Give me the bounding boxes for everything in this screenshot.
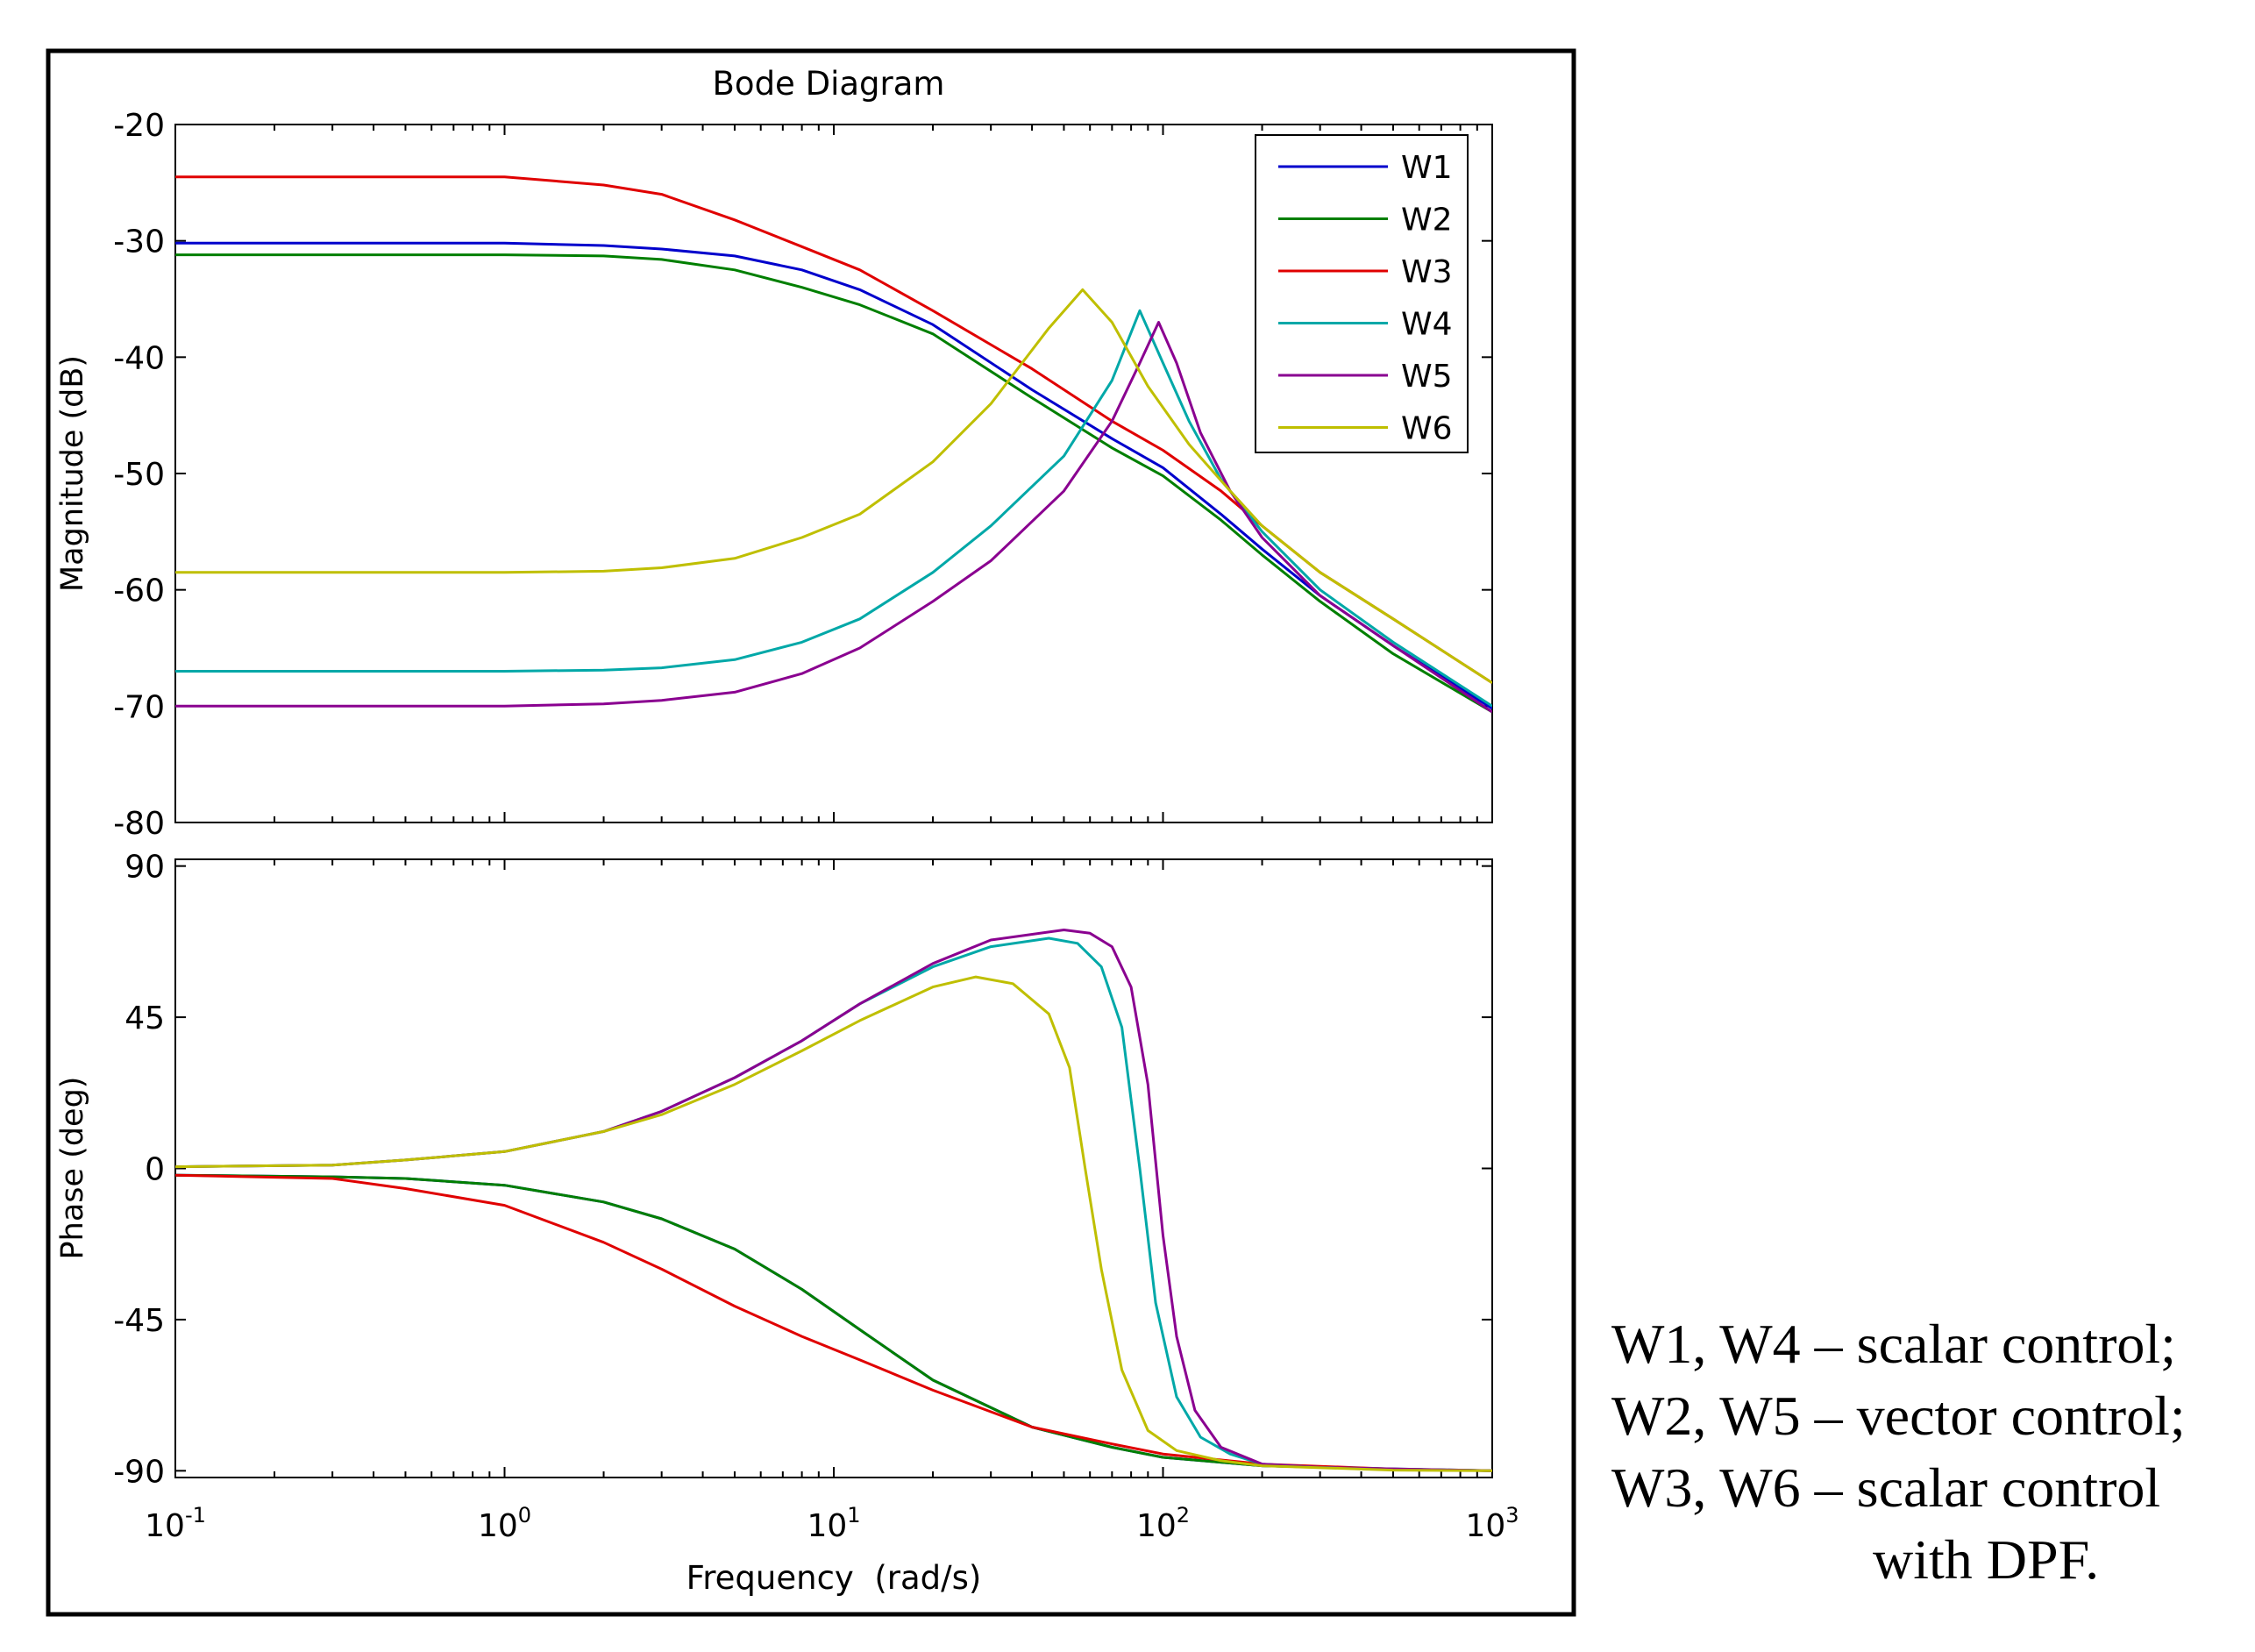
caption: W1, W4 – scalar control; W2, W5 – vector… [1611,1308,2243,1596]
legend-label-w1: W1 [1401,150,1453,186]
phase-axes-box [174,858,1493,1478]
phase-series-w2 [175,1173,1492,1472]
x-tick-label: 103 [1465,1503,1519,1544]
phase-series-w6 [175,975,1492,1472]
y-tick-label: -90 [113,1454,165,1490]
magnitude-series [175,175,1492,714]
x-tick-label: 102 [1136,1503,1190,1544]
phase-plot: 90 45 0 -45 -90 Phase (deg) [55,850,1493,1490]
y-tick-label: -30 [113,224,165,260]
x-tick-label: 100 [478,1503,531,1544]
caption-line-2: W2, W5 – vector control; [1611,1385,2186,1447]
x-tick-label: 101 [807,1503,860,1544]
y-tick-label: 45 [124,1000,165,1036]
y-tick-label: -70 [113,689,165,725]
y-tick-label: -80 [113,806,165,842]
y-tick-label: -50 [113,457,165,493]
magnitude-ylabel: Magnitude (dB) [55,355,90,592]
legend-label-w2: W2 [1401,203,1453,239]
y-tick-label: 0 [145,1152,165,1188]
phase-series [175,929,1492,1472]
legend-label-w4: W4 [1401,307,1453,343]
legend: W1 W2 W3 W4 W5 W6 [1255,134,1469,453]
magnitude-series-w5 [175,321,1492,714]
y-tick-label: 90 [124,850,165,886]
chart-title: Bode Diagram [713,65,945,103]
magnitude-series-w2 [175,253,1492,714]
phase-ticks: 90 45 0 -45 -90 [113,850,1493,1490]
phase-ylabel: Phase (deg) [55,1077,90,1260]
magnitude-series-w6 [175,288,1492,685]
legend-box [1255,134,1469,453]
y-tick-label: -20 [113,108,165,144]
y-tick-label: -45 [113,1303,165,1339]
magnitude-ticks: -20 -30 -40 -50 -60 -70 -80 [113,108,1493,842]
legend-label-w3: W3 [1401,254,1453,290]
caption-line-1: W1, W4 – scalar control; [1611,1313,2176,1375]
magnitude-series-w1 [175,241,1492,710]
x-tick-labels: 10-1 100 101 102 103 [145,1503,1519,1544]
y-tick-label: -60 [113,573,165,609]
caption-line-4: with DPF. [1873,1528,2100,1591]
legend-label-w5: W5 [1401,359,1453,395]
magnitude-plot: -20-30-40-50-60-70-80 Magnitude (dB) W1W… [55,108,1493,842]
x-axis-label: Frequency (rad/s) [686,1559,982,1597]
y-tick-label: -40 [113,340,165,376]
caption-line-3: W3, W6 – scalar control [1611,1456,2161,1519]
x-tick-label: 10-1 [145,1503,206,1544]
magnitude-series-w4 [175,309,1492,708]
legend-label-w6: W6 [1401,411,1453,447]
